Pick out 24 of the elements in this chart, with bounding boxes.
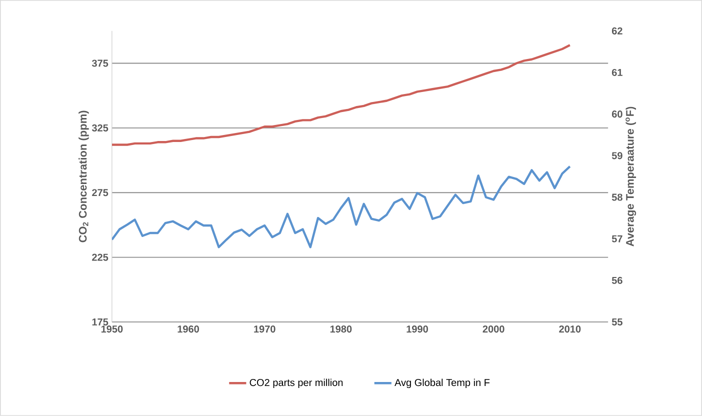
- x-tick-label: 1990: [406, 326, 428, 333]
- x-tick-label: 1980: [330, 326, 352, 333]
- x-tick-label: 2010: [559, 326, 581, 333]
- y2-tick-label: 56: [612, 276, 622, 284]
- y2-tick-label: 62: [612, 27, 622, 34]
- x-tick-label: 2000: [482, 326, 504, 333]
- y-tick-label: 375: [92, 60, 108, 67]
- y-axis-title: CO$_{2}$ Concentration (ppm): [78, 110, 89, 242]
- legend-label: Avg Global Temp in F: [394, 378, 490, 388]
- x-tick-label: 1950: [101, 326, 123, 333]
- x-tick-label: 1970: [254, 326, 276, 333]
- legend-label: CO2 parts per million: [250, 378, 343, 388]
- y2-tick-label: 57: [612, 235, 622, 242]
- y2-axis-title: Average Temperaature ($^{o}$F): [626, 106, 636, 246]
- y-tick-label: 275: [92, 189, 108, 196]
- y2-tick-label: 58: [612, 194, 622, 201]
- y2-tick-label: 55: [612, 318, 622, 326]
- x-tick-label: 1960: [178, 326, 199, 333]
- y2-tick-label: 60: [612, 110, 622, 118]
- y2-tick-label: 59: [612, 152, 622, 160]
- y2-tick-label: 61: [612, 69, 622, 76]
- y-tick-label: 175: [92, 318, 108, 326]
- y-tick-label: 325: [92, 124, 108, 132]
- y-tick-label: 225: [92, 254, 108, 261]
